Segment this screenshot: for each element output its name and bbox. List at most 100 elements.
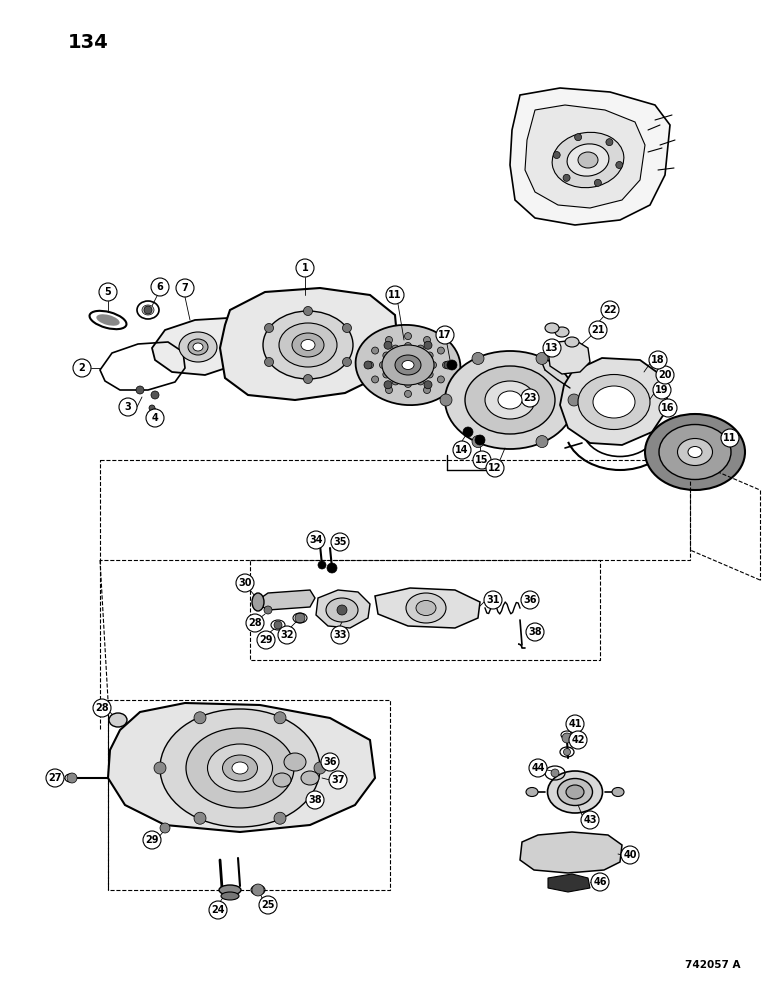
Circle shape [136,386,144,394]
Circle shape [569,731,587,749]
Ellipse shape [565,337,579,347]
Polygon shape [525,105,645,208]
Polygon shape [548,874,590,892]
Circle shape [278,626,296,644]
Text: 5: 5 [105,287,112,297]
Ellipse shape [279,323,337,367]
Polygon shape [510,88,670,225]
Circle shape [424,381,432,389]
Ellipse shape [612,788,624,796]
Circle shape [417,378,424,385]
Circle shape [526,623,544,641]
Circle shape [473,451,491,469]
Circle shape [367,361,374,368]
Ellipse shape [301,340,315,351]
Text: 17: 17 [438,330,452,340]
Ellipse shape [485,381,535,419]
Circle shape [659,399,677,417]
Circle shape [606,139,613,146]
Circle shape [321,753,339,771]
Ellipse shape [578,152,598,168]
Circle shape [424,336,431,343]
Text: 43: 43 [583,815,597,825]
Text: 19: 19 [655,385,668,395]
Ellipse shape [593,386,635,418]
Circle shape [417,345,424,352]
Circle shape [430,361,437,368]
Circle shape [290,757,300,767]
Ellipse shape [356,325,460,405]
Circle shape [521,591,539,609]
Circle shape [383,352,390,359]
Ellipse shape [416,600,436,615]
Ellipse shape [545,323,559,333]
Circle shape [259,896,277,914]
Circle shape [559,329,565,335]
Circle shape [274,712,286,724]
Circle shape [472,436,484,448]
Circle shape [436,326,454,344]
Circle shape [424,387,431,394]
Ellipse shape [292,333,324,357]
Circle shape [337,605,347,615]
Ellipse shape [688,446,702,458]
Circle shape [521,389,539,407]
Text: 31: 31 [486,595,500,605]
Ellipse shape [406,593,446,623]
Text: 12: 12 [488,463,502,473]
Circle shape [563,748,570,756]
Circle shape [160,823,170,833]
Circle shape [566,715,584,733]
Ellipse shape [222,755,257,781]
Circle shape [151,391,159,399]
Circle shape [653,381,671,399]
Ellipse shape [252,593,264,611]
Text: 29: 29 [259,635,273,645]
Ellipse shape [221,892,239,900]
Circle shape [342,324,352,332]
Ellipse shape [659,424,731,480]
Ellipse shape [578,374,650,430]
Polygon shape [220,288,398,400]
Text: 13: 13 [545,343,558,353]
Text: 38: 38 [528,627,542,637]
Circle shape [329,771,347,789]
Circle shape [295,613,305,623]
Circle shape [424,341,432,349]
Text: 33: 33 [333,630,347,640]
Circle shape [252,884,264,896]
Ellipse shape [109,713,127,727]
Circle shape [392,378,399,385]
Circle shape [154,762,166,774]
Polygon shape [375,588,480,628]
Circle shape [543,339,561,357]
Circle shape [176,279,194,297]
Circle shape [264,324,274,332]
Text: 16: 16 [661,403,675,413]
Circle shape [444,361,452,369]
Ellipse shape [465,366,555,434]
Circle shape [314,762,326,774]
Circle shape [144,306,152,314]
Circle shape [591,873,609,891]
Circle shape [405,380,412,387]
Ellipse shape [555,327,569,337]
Ellipse shape [263,311,353,379]
Ellipse shape [678,438,712,466]
Polygon shape [316,590,370,628]
Text: 42: 42 [571,735,585,745]
Circle shape [553,152,560,159]
Circle shape [621,846,639,864]
Circle shape [274,621,282,629]
Text: 2: 2 [79,363,85,373]
Polygon shape [152,318,248,375]
Circle shape [264,358,274,366]
Circle shape [447,360,457,370]
Ellipse shape [552,132,624,188]
Circle shape [385,336,392,343]
Polygon shape [548,340,590,374]
Circle shape [405,342,412,350]
Ellipse shape [207,744,272,792]
Ellipse shape [137,301,159,319]
Circle shape [149,405,155,411]
